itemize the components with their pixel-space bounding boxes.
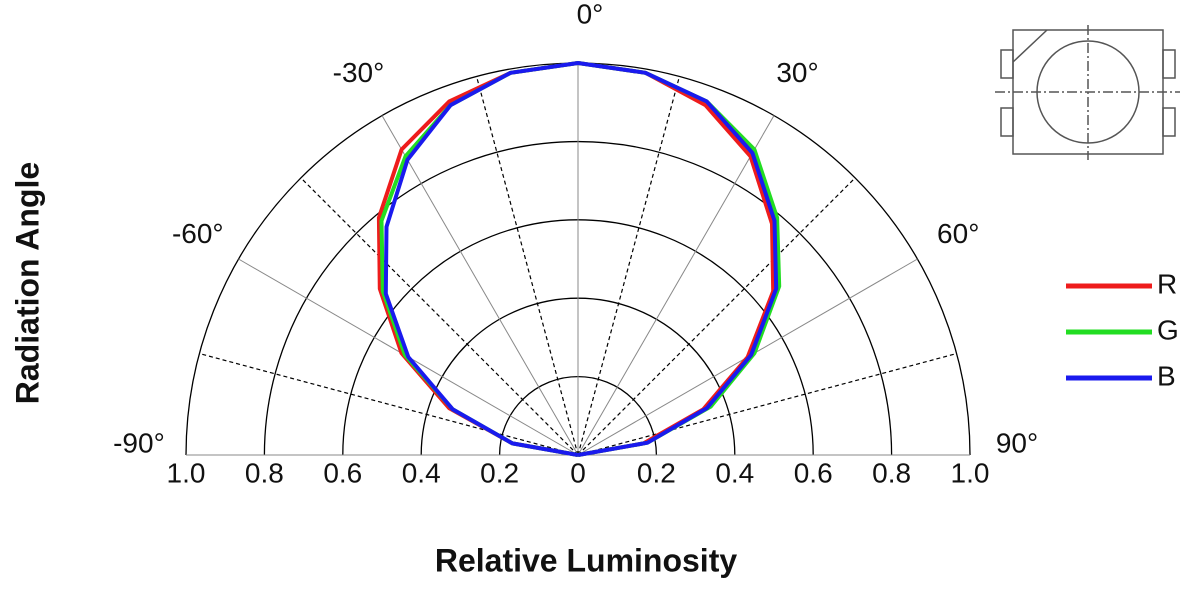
r-tick-label: 0.8	[245, 457, 284, 488]
minor-spoke	[577, 352, 957, 456]
theta-tick-label: 90°	[996, 427, 1038, 458]
package-icon	[995, 25, 1180, 160]
theta-tick-label: 0°	[577, 0, 604, 29]
legend-label: R	[1157, 268, 1177, 299]
r-tick-label: 0.2	[480, 457, 519, 488]
theta-tick-label: 30°	[776, 57, 818, 88]
r-tick-label: 0.4	[402, 457, 441, 488]
legend-label: B	[1157, 360, 1176, 391]
legend-label: G	[1157, 314, 1179, 345]
minor-spoke	[199, 352, 579, 456]
spoke	[381, 115, 579, 456]
theta-tick-label: -30°	[333, 57, 385, 88]
x-axis-label: Relative Luminosity	[435, 542, 738, 578]
minor-spoke	[300, 177, 579, 456]
y-axis-label: Radiation Angle	[9, 162, 45, 404]
series-line	[383, 61, 779, 457]
spoke	[577, 115, 775, 456]
r-tick-label: 0.6	[794, 457, 833, 488]
minor-spoke	[577, 177, 856, 456]
theta-tick-label: -90°	[113, 427, 165, 458]
r-tick-label: 0	[570, 457, 586, 488]
theta-tick-label: 60°	[937, 218, 979, 249]
r-tick-label: 0.2	[637, 457, 676, 488]
r-tick-label: 0.8	[872, 457, 911, 488]
r-tick-label: 0.4	[715, 457, 754, 488]
minor-spoke	[577, 76, 681, 456]
r-tick-label: 0.6	[323, 457, 362, 488]
r-tick-label: 1.0	[167, 457, 206, 488]
r-tick-label: 1.0	[951, 457, 990, 488]
minor-spoke	[475, 76, 579, 456]
theta-tick-label: -60°	[172, 218, 224, 249]
